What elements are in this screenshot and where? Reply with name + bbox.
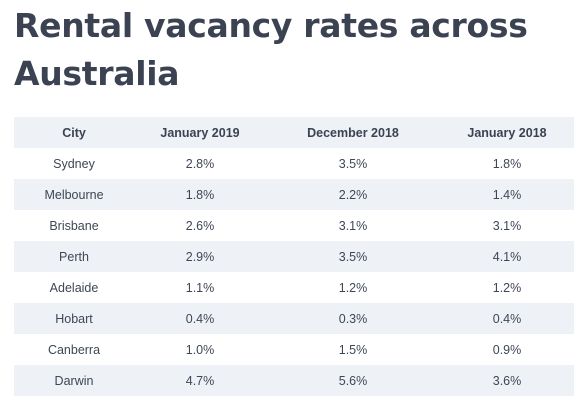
rate-cell: 3.6% bbox=[492, 373, 522, 388]
table-row: Brisbane 2.6% 3.1% 3.1% bbox=[14, 210, 574, 241]
table-header-row: City January 2019 December 2018 January … bbox=[14, 117, 574, 148]
rate-cell: 1.2% bbox=[338, 280, 368, 295]
page-title: Rental vacancy rates across Australia bbox=[14, 6, 528, 93]
rate-cell: 1.8% bbox=[492, 156, 522, 171]
rate-cell: 2.9% bbox=[185, 249, 215, 264]
table-row: Melbourne 1.8% 2.2% 1.4% bbox=[14, 179, 574, 210]
rate-cell: 3.1% bbox=[492, 218, 522, 233]
table-row: Darwin 4.7% 5.6% 3.6% bbox=[14, 365, 574, 396]
rate-cell: 3.1% bbox=[338, 218, 368, 233]
column-header-january-2018: January 2018 bbox=[467, 125, 547, 140]
column-header-city: City bbox=[62, 125, 86, 140]
table-row: Adelaide 1.1% 1.2% 1.2% bbox=[14, 272, 574, 303]
rate-cell: 0.3% bbox=[338, 311, 368, 326]
column-header-january-2019: January 2019 bbox=[160, 125, 240, 140]
rate-cell: 0.4% bbox=[185, 311, 215, 326]
rate-cell: 4.7% bbox=[185, 373, 215, 388]
rate-cell: 1.0% bbox=[185, 342, 215, 357]
vacancy-rates-table: City January 2019 December 2018 January … bbox=[14, 117, 574, 396]
city-cell: Brisbane bbox=[49, 218, 99, 233]
rate-cell: 2.2% bbox=[338, 187, 368, 202]
city-cell: Darwin bbox=[54, 373, 94, 388]
city-cell: Canberra bbox=[47, 342, 101, 357]
rate-cell: 2.8% bbox=[185, 156, 215, 171]
city-cell: Adelaide bbox=[49, 280, 99, 295]
rate-cell: 5.6% bbox=[338, 373, 368, 388]
rate-cell: 3.5% bbox=[338, 156, 368, 171]
table-row: Hobart 0.4% 0.3% 0.4% bbox=[14, 303, 574, 334]
column-header-december-2018: December 2018 bbox=[307, 125, 399, 140]
table-row: Sydney 2.8% 3.5% 1.8% bbox=[14, 148, 574, 179]
rate-cell: 1.8% bbox=[185, 187, 215, 202]
rate-cell: 1.5% bbox=[338, 342, 368, 357]
table-row: Perth 2.9% 3.5% 4.1% bbox=[14, 241, 574, 272]
rate-cell: 1.2% bbox=[492, 280, 522, 295]
table-row: Canberra 1.0% 1.5% 0.9% bbox=[14, 334, 574, 365]
rate-cell: 0.4% bbox=[492, 311, 522, 326]
rate-cell: 3.5% bbox=[338, 249, 368, 264]
city-cell: Hobart bbox=[55, 311, 93, 326]
rate-cell: 4.1% bbox=[492, 249, 522, 264]
rate-cell: 1.1% bbox=[185, 280, 215, 295]
rate-cell: 0.9% bbox=[492, 342, 522, 357]
rate-cell: 2.6% bbox=[185, 218, 215, 233]
rate-cell: 1.4% bbox=[492, 187, 522, 202]
city-cell: Sydney bbox=[53, 156, 95, 171]
city-cell: Perth bbox=[59, 249, 89, 264]
city-cell: Melbourne bbox=[44, 187, 104, 202]
